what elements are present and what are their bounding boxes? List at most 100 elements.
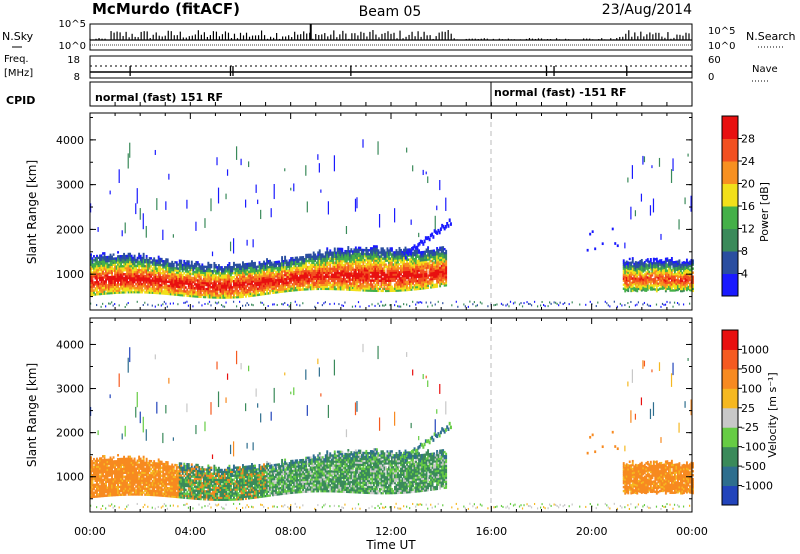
power-cell bbox=[202, 293, 205, 297]
power-cell bbox=[409, 254, 411, 257]
power-cell bbox=[407, 272, 410, 275]
power-cell bbox=[162, 229, 164, 241]
power-cell bbox=[344, 264, 347, 267]
power-cell bbox=[214, 280, 217, 283]
power-cell bbox=[219, 272, 222, 275]
power-cell bbox=[431, 259, 434, 263]
power-cell bbox=[636, 289, 639, 293]
power-cell bbox=[630, 275, 633, 279]
power-cell bbox=[380, 259, 383, 262]
power-cell bbox=[138, 284, 141, 288]
power-cell bbox=[202, 277, 205, 281]
power-cell bbox=[642, 303, 644, 306]
power-cell bbox=[123, 258, 126, 262]
power-cell bbox=[248, 282, 250, 286]
power-cell bbox=[157, 263, 160, 267]
power-cell bbox=[428, 254, 431, 257]
power-cell bbox=[640, 263, 643, 266]
power-cell bbox=[141, 256, 144, 260]
power-cell bbox=[94, 287, 97, 290]
power-cell bbox=[285, 275, 288, 279]
power-cell bbox=[234, 296, 237, 299]
power-cell bbox=[178, 289, 181, 293]
power-cell bbox=[377, 271, 380, 274]
power-cell bbox=[126, 303, 128, 306]
power-cell bbox=[348, 278, 351, 281]
power-cell bbox=[375, 263, 378, 266]
power-cell bbox=[391, 249, 393, 252]
power-cell bbox=[199, 271, 202, 274]
power-cell bbox=[120, 287, 123, 290]
power-cell bbox=[251, 280, 253, 283]
power-cell bbox=[427, 274, 430, 277]
power-cell bbox=[443, 260, 446, 263]
power-cell bbox=[330, 285, 333, 289]
power-cell bbox=[109, 259, 112, 263]
power-panel bbox=[89, 112, 694, 311]
power-cell bbox=[90, 257, 92, 260]
power-cell bbox=[114, 291, 116, 295]
power-cell bbox=[216, 296, 219, 299]
power-cell bbox=[419, 263, 422, 266]
power-cell bbox=[189, 280, 192, 284]
power-cell bbox=[317, 275, 320, 278]
power-cell bbox=[228, 268, 231, 271]
power-cell bbox=[96, 266, 98, 270]
power-cell bbox=[123, 254, 126, 258]
power-cell bbox=[347, 268, 350, 271]
power-cell bbox=[433, 277, 436, 281]
power-cell bbox=[202, 269, 205, 272]
power-cell bbox=[267, 268, 270, 271]
power-cell bbox=[424, 266, 427, 270]
power-cell bbox=[305, 269, 308, 273]
power-cell bbox=[397, 265, 399, 268]
power-cell bbox=[327, 283, 330, 287]
freq-panel bbox=[89, 55, 693, 79]
power-cell bbox=[106, 267, 109, 271]
power-cell bbox=[362, 279, 365, 282]
power-cell bbox=[496, 303, 498, 306]
power-cell bbox=[251, 303, 253, 306]
power-cell bbox=[252, 278, 255, 281]
power-cell bbox=[214, 276, 217, 279]
power-cell bbox=[229, 284, 232, 287]
power-cell bbox=[159, 269, 162, 273]
power-cell bbox=[377, 302, 379, 305]
power-cell bbox=[436, 285, 439, 288]
power-cell bbox=[223, 294, 226, 297]
power-cell bbox=[255, 283, 258, 287]
power-cell bbox=[234, 271, 237, 275]
power-cell bbox=[175, 271, 178, 274]
power-cell bbox=[640, 283, 643, 286]
power-cell bbox=[661, 302, 664, 305]
power-cell bbox=[436, 255, 439, 258]
power-cell bbox=[102, 258, 104, 261]
power-cell bbox=[219, 286, 222, 289]
power-cell bbox=[136, 290, 139, 294]
power-cell bbox=[120, 273, 123, 276]
power-cell bbox=[266, 290, 268, 293]
power-cell bbox=[100, 292, 103, 296]
power-cell bbox=[208, 288, 211, 291]
power-cell bbox=[395, 251, 398, 254]
power-cell bbox=[639, 288, 642, 291]
power-cell bbox=[129, 276, 132, 280]
power-cell bbox=[353, 268, 356, 271]
power-cell bbox=[151, 273, 154, 276]
power-cell bbox=[401, 285, 404, 288]
power-cell bbox=[305, 255, 308, 259]
power-cell bbox=[630, 289, 633, 293]
power-cell bbox=[184, 266, 187, 269]
power-cell bbox=[329, 251, 332, 254]
power-cell bbox=[105, 258, 107, 261]
power-cell bbox=[248, 262, 250, 266]
power-cell bbox=[94, 277, 97, 280]
power-cell bbox=[184, 268, 187, 271]
power-cell bbox=[305, 265, 308, 269]
power-cell bbox=[344, 301, 346, 304]
power-cell bbox=[127, 270, 130, 274]
power-cell bbox=[296, 288, 299, 292]
power-cell bbox=[288, 305, 290, 308]
power-cell bbox=[138, 268, 141, 272]
power-cell bbox=[228, 266, 231, 269]
